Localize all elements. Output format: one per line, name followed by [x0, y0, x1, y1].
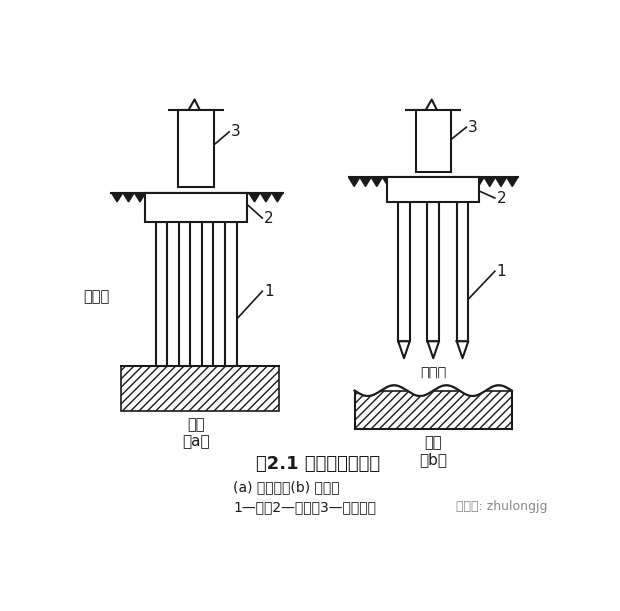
- Polygon shape: [226, 192, 237, 202]
- Polygon shape: [457, 342, 468, 358]
- Text: 3: 3: [231, 125, 241, 139]
- Polygon shape: [394, 177, 405, 186]
- Text: 软土层: 软土层: [420, 366, 446, 381]
- Polygon shape: [169, 192, 180, 202]
- Bar: [179, 110, 214, 188]
- Polygon shape: [427, 342, 439, 358]
- Text: 微信号: zhulongjg: 微信号: zhulongjg: [456, 500, 548, 513]
- Polygon shape: [272, 192, 283, 202]
- Polygon shape: [473, 177, 484, 186]
- Bar: [387, 177, 479, 202]
- Text: （a）: （a）: [182, 434, 210, 449]
- Polygon shape: [484, 177, 495, 186]
- Polygon shape: [461, 177, 473, 186]
- Bar: [202, 222, 213, 366]
- Polygon shape: [439, 177, 450, 186]
- Polygon shape: [383, 177, 394, 186]
- Polygon shape: [371, 177, 383, 186]
- Polygon shape: [112, 192, 123, 202]
- Polygon shape: [157, 192, 169, 202]
- Bar: [145, 192, 247, 222]
- Bar: [398, 202, 410, 342]
- Text: 软土层: 软土层: [83, 289, 109, 304]
- Bar: [225, 222, 236, 366]
- Polygon shape: [348, 177, 360, 186]
- Bar: [179, 222, 190, 366]
- Polygon shape: [249, 192, 260, 202]
- Bar: [427, 202, 439, 342]
- Polygon shape: [135, 192, 146, 202]
- Text: 硬层: 硬层: [187, 417, 205, 432]
- Bar: [355, 390, 512, 429]
- Polygon shape: [360, 177, 371, 186]
- Polygon shape: [428, 177, 439, 186]
- Text: 1—桩；2—承台；3—上部结构: 1—桩；2—承台；3—上部结构: [233, 500, 376, 514]
- Polygon shape: [215, 192, 226, 202]
- Text: 图2.1 端承桩与摩擦桩: 图2.1 端承桩与摩擦桩: [255, 455, 380, 474]
- Polygon shape: [203, 192, 215, 202]
- Polygon shape: [507, 177, 518, 186]
- Polygon shape: [495, 177, 507, 186]
- Text: 硬层: 硬层: [425, 436, 442, 450]
- Polygon shape: [237, 192, 249, 202]
- Polygon shape: [123, 192, 135, 202]
- Polygon shape: [146, 192, 157, 202]
- Polygon shape: [192, 192, 203, 202]
- Polygon shape: [416, 177, 428, 186]
- Bar: [457, 202, 468, 342]
- Text: 1: 1: [497, 264, 506, 279]
- Text: 1: 1: [264, 284, 273, 299]
- Polygon shape: [260, 192, 272, 202]
- Text: (a) 端承桩；(b) 摩擦桩: (a) 端承桩；(b) 摩擦桩: [233, 481, 340, 494]
- Bar: [122, 366, 279, 411]
- Bar: [415, 110, 451, 172]
- Bar: [156, 222, 167, 366]
- Text: 3: 3: [468, 120, 477, 134]
- Polygon shape: [450, 177, 461, 186]
- Polygon shape: [355, 379, 512, 396]
- Text: 2: 2: [497, 191, 506, 205]
- Polygon shape: [398, 342, 410, 358]
- Text: （b）: （b）: [419, 452, 447, 467]
- Polygon shape: [180, 192, 192, 202]
- Polygon shape: [405, 177, 416, 186]
- Text: 2: 2: [264, 211, 273, 225]
